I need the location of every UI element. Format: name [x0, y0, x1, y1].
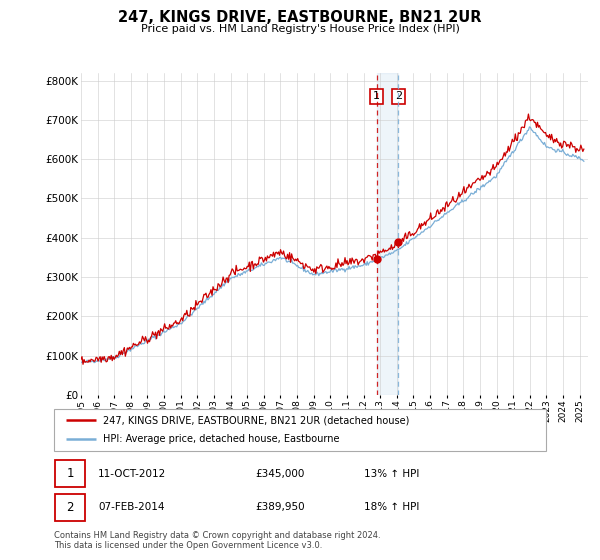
Text: 1: 1	[67, 467, 74, 480]
Text: 2: 2	[395, 91, 402, 101]
FancyBboxPatch shape	[54, 409, 546, 451]
Text: HPI: Average price, detached house, Eastbourne: HPI: Average price, detached house, East…	[103, 435, 340, 445]
Text: 247, KINGS DRIVE, EASTBOURNE, BN21 2UR (detached house): 247, KINGS DRIVE, EASTBOURNE, BN21 2UR (…	[103, 415, 410, 425]
Text: 18% ↑ HPI: 18% ↑ HPI	[364, 502, 419, 512]
Text: 1: 1	[373, 91, 380, 101]
Text: £389,950: £389,950	[256, 502, 305, 512]
Text: 247, KINGS DRIVE, EASTBOURNE, BN21 2UR: 247, KINGS DRIVE, EASTBOURNE, BN21 2UR	[118, 10, 482, 25]
Text: 13% ↑ HPI: 13% ↑ HPI	[364, 469, 419, 479]
Text: £345,000: £345,000	[256, 469, 305, 479]
Text: Price paid vs. HM Land Registry's House Price Index (HPI): Price paid vs. HM Land Registry's House …	[140, 24, 460, 34]
FancyBboxPatch shape	[55, 460, 85, 487]
Text: 07-FEB-2014: 07-FEB-2014	[98, 502, 165, 512]
Text: 11-OCT-2012: 11-OCT-2012	[98, 469, 167, 479]
Text: 2: 2	[67, 501, 74, 514]
Text: Contains HM Land Registry data © Crown copyright and database right 2024.
This d: Contains HM Land Registry data © Crown c…	[54, 531, 380, 550]
FancyBboxPatch shape	[55, 494, 85, 521]
Bar	[377, 73, 398, 395]
